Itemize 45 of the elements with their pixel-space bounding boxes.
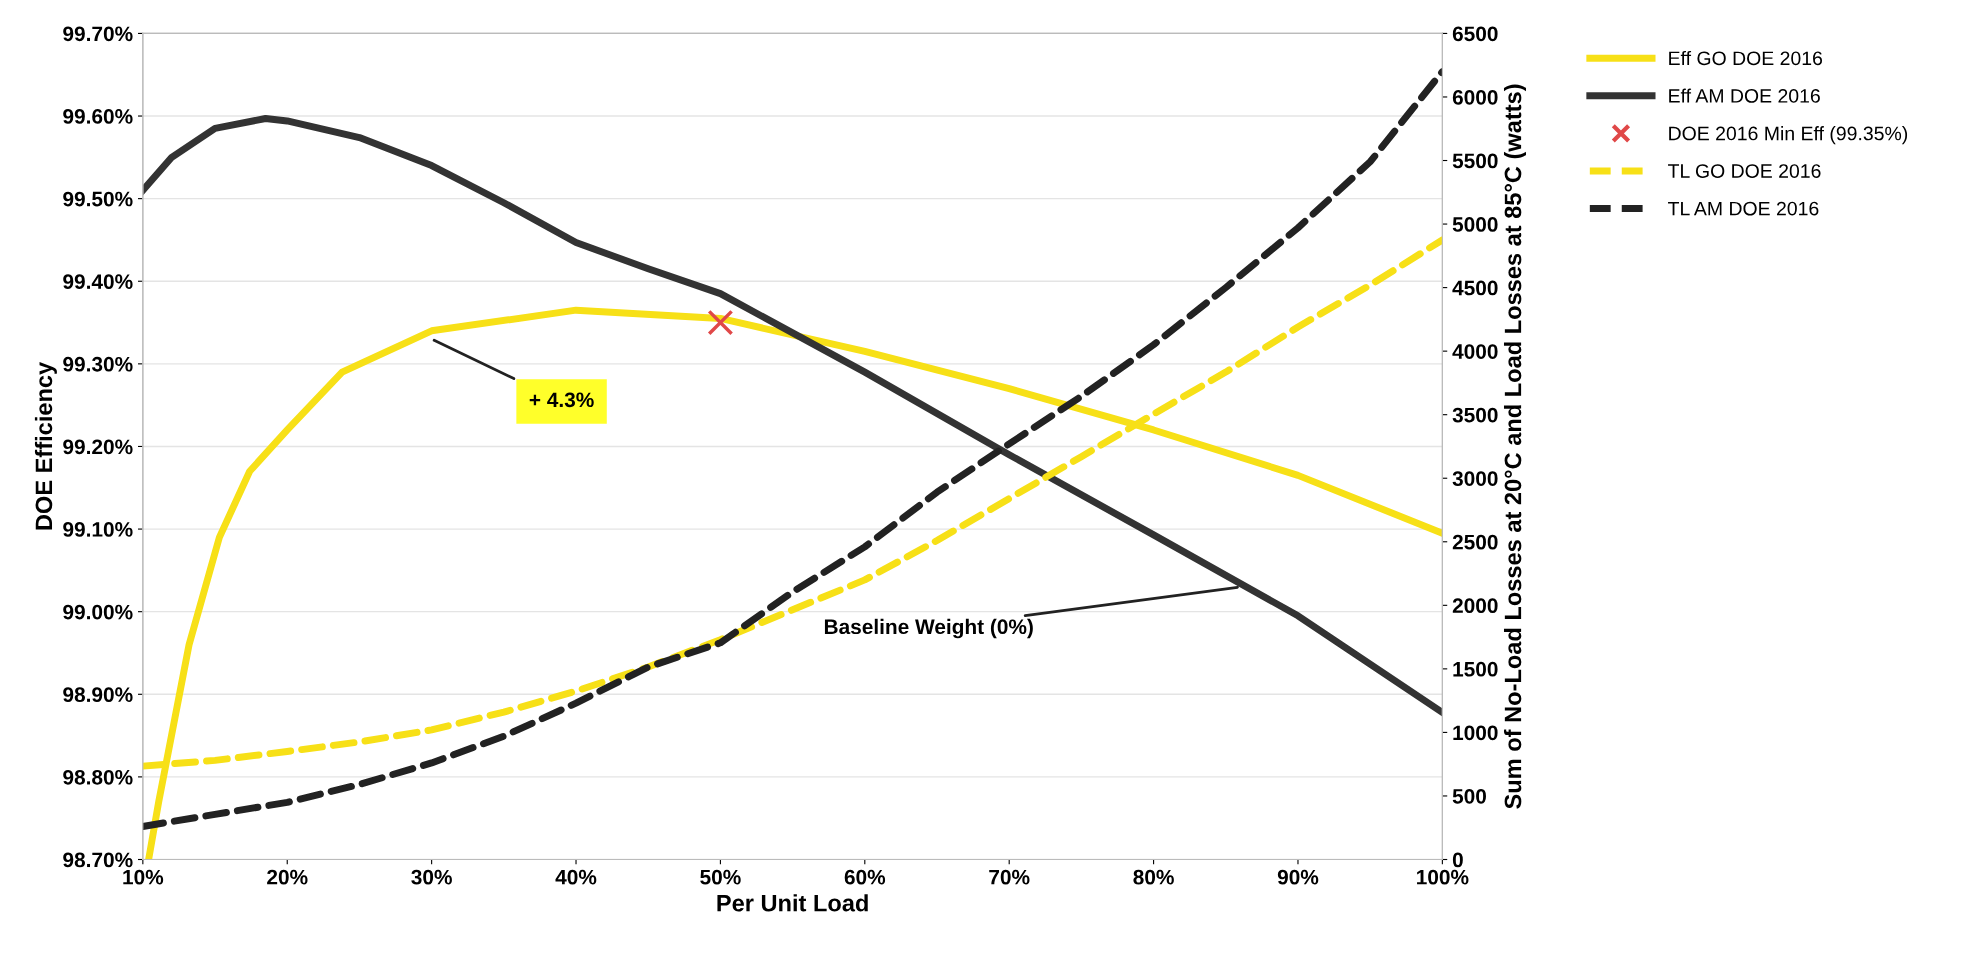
y2-tick-label: 4500: [1452, 280, 1498, 296]
x-tick-label: 50%: [700, 869, 741, 885]
y2-tick-label: 3000: [1452, 471, 1498, 487]
y2-tick-label: 1500: [1453, 661, 1498, 677]
x-tick-label: 20%: [267, 869, 308, 885]
y-tick-label: 99.00%: [63, 604, 133, 620]
y-tick-label: 99.50%: [63, 191, 133, 207]
x-tick-label: 60%: [844, 869, 886, 885]
x-tick-label: 100%: [1417, 869, 1469, 885]
annotation: Baseline Weight (0%): [824, 618, 1033, 639]
x-tick-label: 10%: [123, 869, 164, 885]
y-tick-label: 99.30%: [63, 356, 133, 372]
y2-tick-label: 1000: [1453, 725, 1498, 741]
y2-tick-label: 6500: [1452, 26, 1498, 42]
legend-label: DOE 2016 Min Eff (99.35%): [1669, 126, 1908, 145]
y2-tick-label: 3500: [1452, 407, 1498, 423]
x-tick-label: 40%: [555, 869, 597, 885]
y2-tick-label: 4000: [1452, 344, 1498, 359]
y-tick-label: 99.10%: [63, 522, 133, 537]
y2-tick-label: 5500: [1452, 153, 1498, 169]
y2-tick-label: 6000: [1452, 89, 1498, 105]
x-tick-label: 80%: [1133, 869, 1174, 885]
y-tick-label: 99.60%: [63, 109, 133, 124]
x-tick-label: 70%: [989, 869, 1030, 885]
y2-tick-label: 5000: [1452, 217, 1498, 232]
y2-tick-label: 0: [1452, 852, 1463, 868]
y-tick-label: 98.80%: [63, 769, 133, 785]
legend-label: TL GO DOE 2016: [1668, 164, 1821, 178]
x-tick-label: 90%: [1277, 869, 1319, 885]
annotation: + 4.3%: [529, 392, 594, 408]
y2-tick-label: 500: [1452, 788, 1486, 804]
y-tick-label: 98.70%: [63, 852, 133, 868]
y-tick-label: 98.90%: [63, 687, 133, 703]
y-tick-label: 99.40%: [63, 274, 133, 289]
legend-label: TL AM DOE 2016: [1668, 201, 1819, 216]
y-tick-label: 99.70%: [63, 26, 133, 42]
y2-tick-label: 2500: [1452, 534, 1498, 550]
y2-axis-title: Sum of No-Load Losses at 20°C and Load Losses at 85°C (watts): [1503, 84, 1526, 809]
legend-label: Eff AM DOE 2016: [1669, 88, 1820, 103]
x-axis-title: Per Unit Load: [717, 894, 868, 912]
legend-label: Eff GO DOE 2016: [1669, 50, 1823, 66]
x-tick-label: 30%: [411, 869, 452, 885]
y-tick-label: 99.20%: [63, 439, 133, 455]
y-axis-title: DOE Efficiency: [34, 361, 57, 530]
y2-tick-label: 2000: [1452, 598, 1498, 614]
